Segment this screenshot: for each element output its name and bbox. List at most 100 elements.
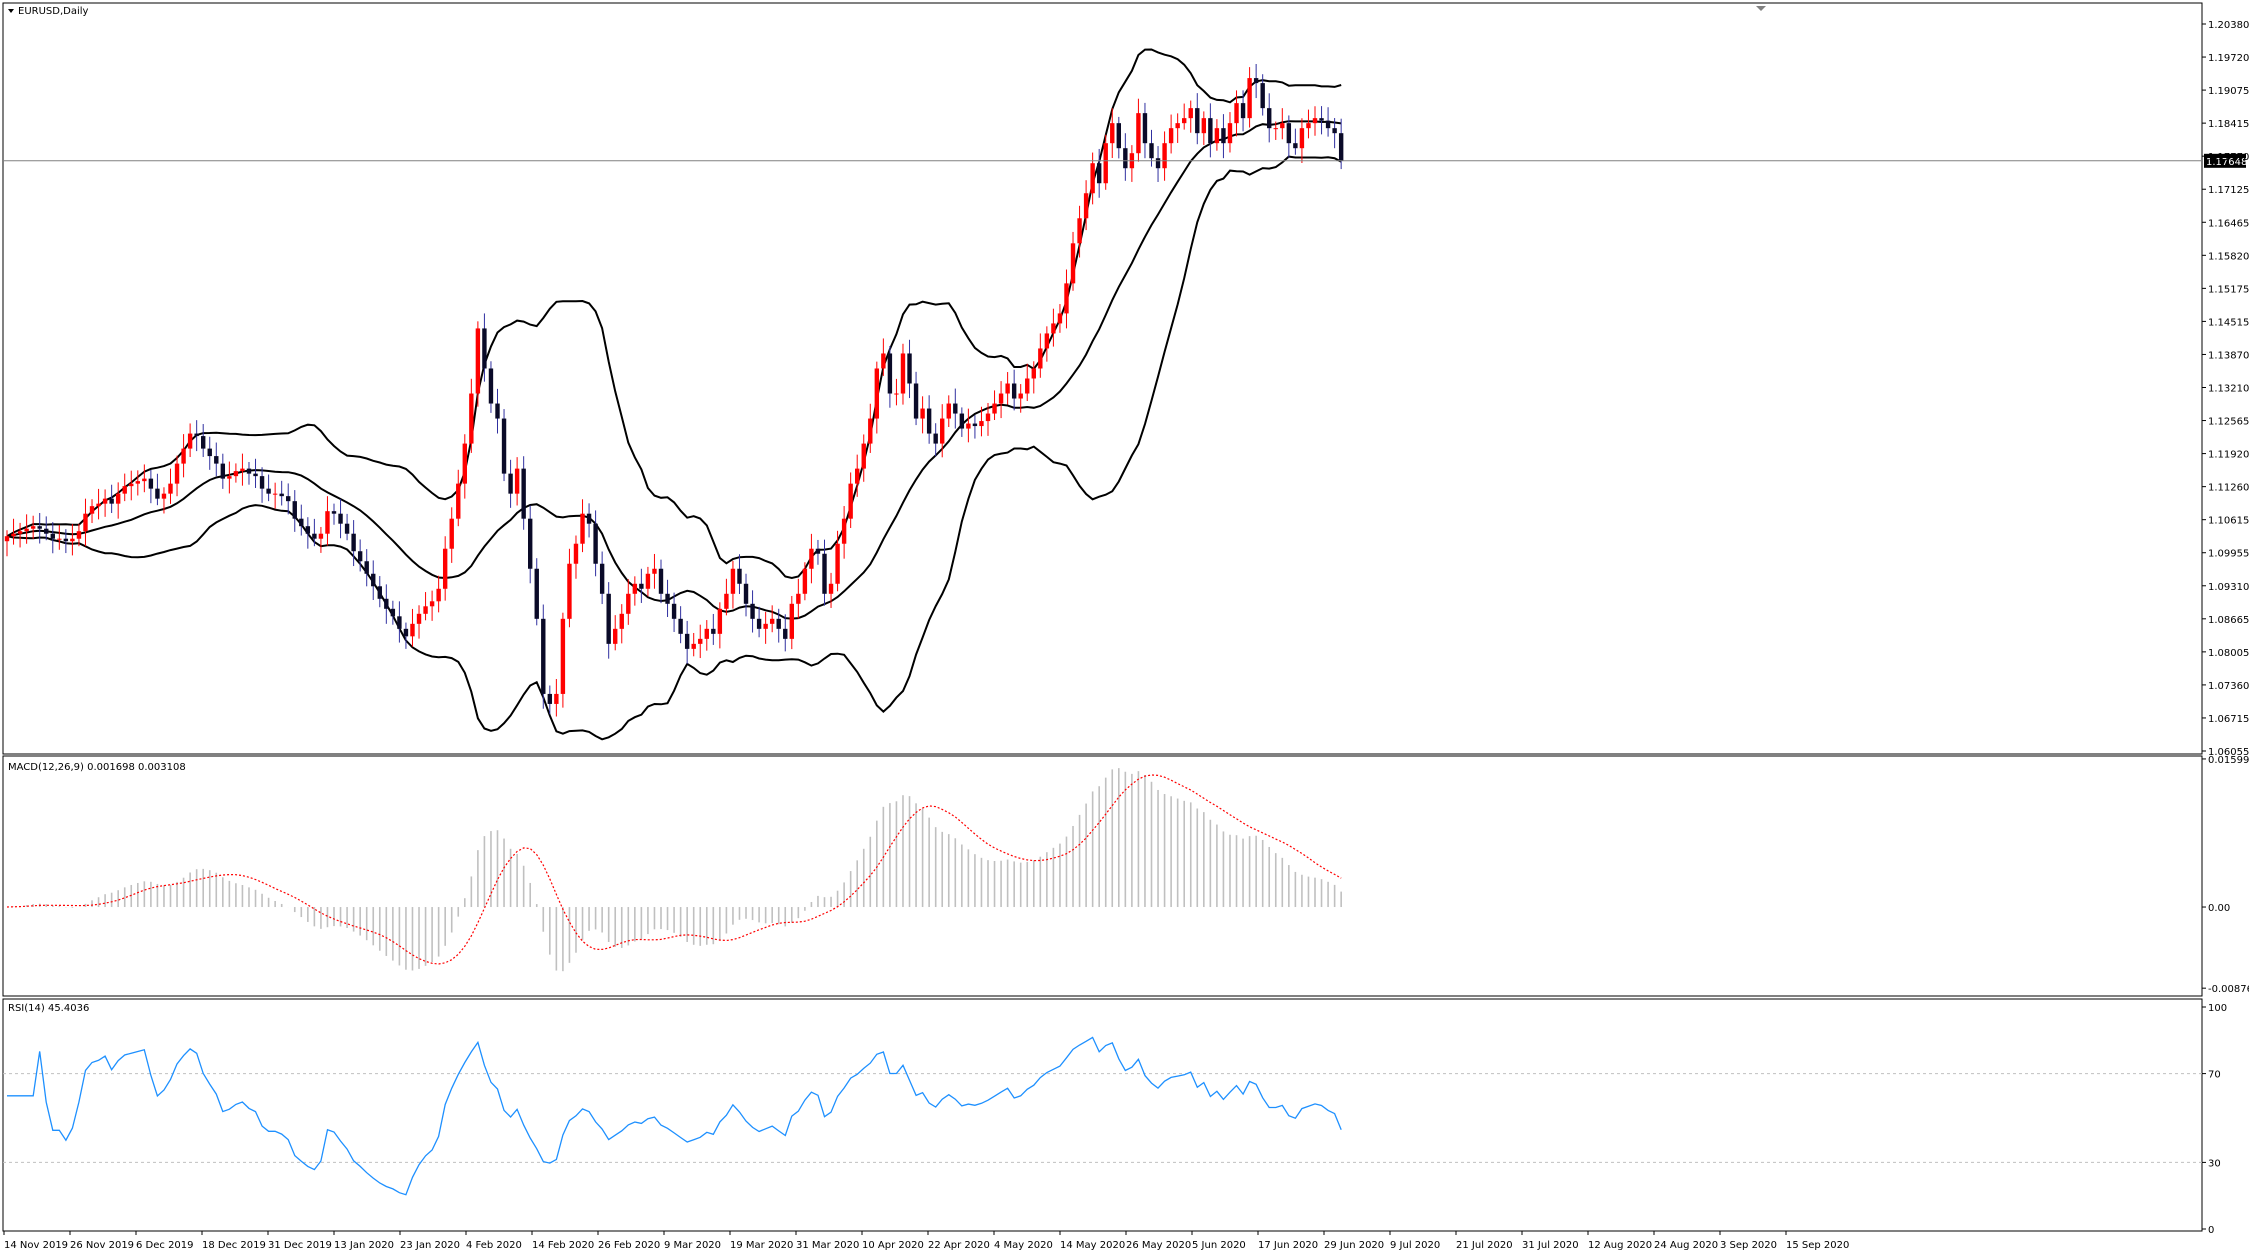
price-tick-label: 1.10615 [2208,516,2249,527]
price-tick-label: 1.09955 [2208,549,2249,560]
candle [456,469,461,527]
current-price-tag [2204,153,2246,168]
price-tick-label: 1.07360 [2208,681,2249,692]
candle [1038,333,1043,378]
candle [1201,111,1207,146]
candle [475,321,481,407]
candle [671,592,677,632]
candle [678,606,683,644]
candle [959,407,965,437]
candle [1175,113,1180,143]
date-tick-label: 4 May 2020 [994,1240,1053,1251]
candle [416,605,422,639]
candle [135,470,140,496]
candle [495,388,500,434]
candle [266,474,271,502]
candle [907,339,912,399]
candle [874,361,880,434]
candle [1103,134,1108,190]
candle [724,578,729,616]
date-tick-label: 9 Mar 2020 [664,1240,721,1251]
candle [109,484,114,514]
candle [89,499,95,524]
candle [24,514,29,544]
candle [972,415,978,439]
price-tick-label: 1.08005 [2208,648,2249,659]
candle [37,512,42,544]
candle [1247,67,1252,128]
price-tick-label: 1.11920 [2208,450,2249,461]
candle [763,611,768,644]
candle [743,573,749,617]
candle [599,551,605,605]
date-tick-label: 31 Dec 2019 [268,1240,332,1251]
candle [423,592,428,621]
candle [1221,114,1226,159]
candle [894,378,899,406]
candle [698,624,703,659]
candle [469,378,474,453]
candle [619,604,624,644]
candle [593,510,598,577]
candle [11,518,16,545]
price-tick-label: 1.08665 [2208,615,2249,626]
candle [44,516,49,541]
candle [357,539,363,572]
candle [1162,131,1167,181]
price-tick-label: 1.17770 [2208,152,2249,163]
price-tick-label: 1.16465 [2208,218,2249,229]
candle [1332,118,1337,149]
candle [855,454,860,497]
candle [841,506,847,559]
rsi-path [7,1036,1342,1196]
date-tick-label: 14 Nov 2019 [4,1240,68,1251]
rsi-axis: 100 70 30 0 [2202,1003,2227,1236]
candle [1273,121,1278,140]
candle [626,579,631,625]
candle [403,622,409,649]
date-tick-label: 18 Dec 2019 [202,1240,266,1251]
date-tick-label: 3 Sep 2020 [1720,1240,1777,1251]
candle [390,600,396,625]
candle [926,395,932,444]
rsi-tick-label: 30 [2208,1158,2221,1169]
main-panel-border [2,2,2203,755]
candle [63,529,69,554]
candle [822,539,827,606]
rsi-line [7,1036,1342,1196]
rsi-levels [3,1073,2202,1163]
candle [299,504,304,536]
candle [364,549,369,587]
candle [665,579,670,617]
candle [207,436,212,470]
candle [1312,106,1318,136]
date-tick-label: 5 Jun 2020 [1192,1240,1246,1251]
candle [1031,361,1036,394]
candle [1299,118,1305,164]
candle [541,604,546,709]
candle [1155,146,1161,182]
date-tick-label: 4 Feb 2020 [466,1240,522,1251]
date-tick-label: 13 Jan 2020 [334,1240,394,1251]
candle [187,423,193,458]
candle [652,553,657,589]
candle [1280,108,1285,140]
current-price-line: 1.17648 [3,153,2247,168]
candle [1077,205,1082,258]
candle [1011,369,1017,411]
candle [168,468,173,504]
main-title: EURUSD,Daily [18,6,89,17]
candle [1142,102,1148,159]
candle [76,523,82,547]
price-tick-label: 1.19075 [2208,86,2249,97]
candle [272,482,278,509]
candle [992,390,997,421]
candle [1234,90,1239,137]
candle [17,522,23,548]
macd-tick-label: 0.01599 [2208,755,2249,766]
candle [155,473,160,506]
symbol-menu-arrow-icon[interactable] [8,9,14,13]
candle [246,461,252,485]
shift-marker-icon[interactable] [1756,6,1766,11]
